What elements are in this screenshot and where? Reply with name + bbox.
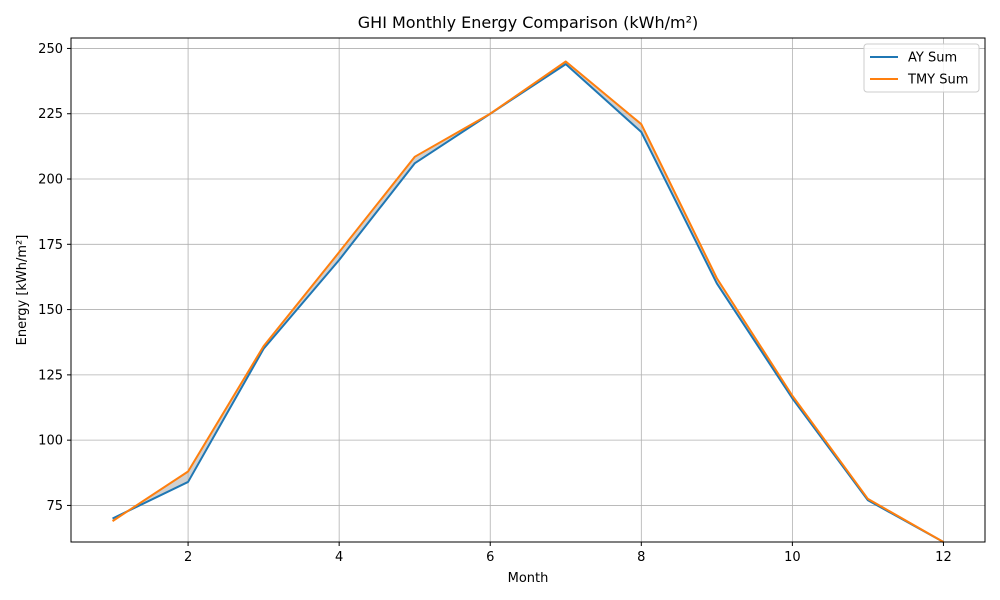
x-tick-label: 12 xyxy=(935,550,952,565)
y-axis-label: Energy [kWh/m²] xyxy=(15,235,30,346)
y-tick-label: 150 xyxy=(38,303,63,318)
series-lines xyxy=(111,60,944,543)
grid xyxy=(71,38,985,542)
x-tick-label: 8 xyxy=(637,550,645,565)
x-tick-label: 10 xyxy=(784,550,801,565)
x-axis-ticks: 2 4 6 8 10 12 xyxy=(184,542,952,565)
y-tick-label: 200 xyxy=(38,173,63,188)
y-tick-label: 250 xyxy=(38,42,63,57)
fill-between-area xyxy=(112,61,944,542)
legend: AY Sum TMY Sum xyxy=(863,43,980,93)
chart-title: GHI Monthly Energy Comparison (kWh/m²) xyxy=(358,13,698,32)
x-tick-label: 2 xyxy=(184,550,192,565)
plot-frame xyxy=(70,37,986,543)
y-tick-label: 100 xyxy=(38,434,63,449)
y-tick-label: 175 xyxy=(38,238,63,253)
difference-fill xyxy=(112,61,944,542)
x-axis-label: Month xyxy=(508,571,549,586)
x-tick-label: 4 xyxy=(335,550,343,565)
series-line-1 xyxy=(112,63,944,543)
x-tick-label: 6 xyxy=(486,550,494,565)
series-line-2 xyxy=(111,60,944,543)
legend-label: AY Sum xyxy=(908,51,957,66)
y-tick-label: 125 xyxy=(38,368,63,383)
legend-label: TMY Sum xyxy=(907,73,968,88)
y-tick-label: 75 xyxy=(46,499,63,514)
y-tick-label: 225 xyxy=(38,107,63,122)
y-axis-ticks: 75 100 125 150 175 200 225 250 xyxy=(38,42,71,514)
